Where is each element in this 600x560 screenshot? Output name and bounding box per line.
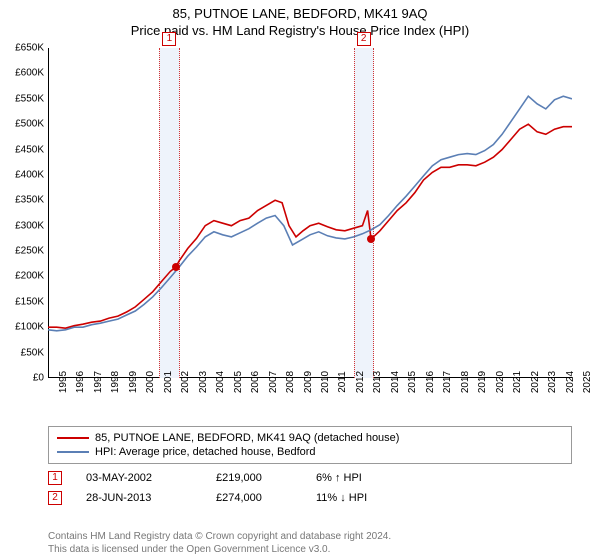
sales-table: 1 03-MAY-2002£219,0006% ↑ HPI 2 28-JUN-2013… (48, 468, 572, 508)
sale-delta: 11% ↓ HPI (316, 492, 436, 504)
y-tick-label: £600K (15, 68, 44, 79)
sale-marker-box: 1 (162, 32, 176, 46)
chart-svg (48, 48, 572, 378)
y-tick-label: £100K (15, 322, 44, 333)
legend-swatch (57, 437, 89, 439)
y-tick-label: £0 (33, 373, 44, 384)
chart-container: 85, PUTNOE LANE, BEDFORD, MK41 9AQ Price… (0, 0, 600, 560)
sale-price: £274,000 (216, 492, 316, 504)
y-tick-label: £200K (15, 271, 44, 282)
y-tick-label: £550K (15, 93, 44, 104)
sale-row: 1 03-MAY-2002£219,0006% ↑ HPI (48, 468, 572, 488)
y-tick-label: £400K (15, 169, 44, 180)
legend-item: 85, PUTNOE LANE, BEDFORD, MK41 9AQ (deta… (57, 431, 563, 445)
footer-line-2: This data is licensed under the Open Gov… (48, 544, 572, 557)
sale-price: £219,000 (216, 472, 316, 484)
y-tick-label: £50K (21, 347, 44, 358)
y-tick-label: £500K (15, 119, 44, 130)
y-tick-label: £450K (15, 144, 44, 155)
sale-date: 28-JUN-2013 (86, 492, 216, 504)
legend-item: HPI: Average price, detached house, Bedf… (57, 445, 563, 459)
sale-row-marker: 1 (48, 471, 62, 485)
sale-row-marker: 2 (48, 491, 62, 505)
sale-date: 03-MAY-2002 (86, 472, 216, 484)
y-tick-label: £650K (15, 43, 44, 54)
legend-swatch (57, 451, 89, 453)
sale-delta: 6% ↑ HPI (316, 472, 436, 484)
sale-row: 2 28-JUN-2013£274,00011% ↓ HPI (48, 488, 572, 508)
legend-label: 85, PUTNOE LANE, BEDFORD, MK41 9AQ (deta… (95, 432, 399, 444)
x-tick-label: 2025 (572, 371, 593, 393)
footer-attribution: Contains HM Land Registry data © Crown c… (48, 531, 572, 556)
chart-plot-area: 12 £0£50K£100K£150K£200K£250K£300K£350K£… (48, 48, 572, 378)
series-price_paid (48, 124, 572, 328)
y-tick-label: £150K (15, 296, 44, 307)
y-tick-label: £300K (15, 220, 44, 231)
chart-title-address: 85, PUTNOE LANE, BEDFORD, MK41 9AQ (0, 6, 600, 21)
y-tick-label: £250K (15, 246, 44, 257)
footer-line-1: Contains HM Land Registry data © Crown c… (48, 531, 572, 544)
y-tick-label: £350K (15, 195, 44, 206)
sale-point-dot (367, 235, 375, 243)
legend-label: HPI: Average price, detached house, Bedf… (95, 446, 316, 458)
legend: 85, PUTNOE LANE, BEDFORD, MK41 9AQ (deta… (48, 426, 572, 464)
chart-title-subtitle: Price paid vs. HM Land Registry's House … (0, 23, 600, 38)
series-hpi (48, 96, 572, 331)
sale-marker-box: 2 (357, 32, 371, 46)
title-block: 85, PUTNOE LANE, BEDFORD, MK41 9AQ Price… (0, 0, 600, 40)
sale-point-dot (172, 263, 180, 271)
